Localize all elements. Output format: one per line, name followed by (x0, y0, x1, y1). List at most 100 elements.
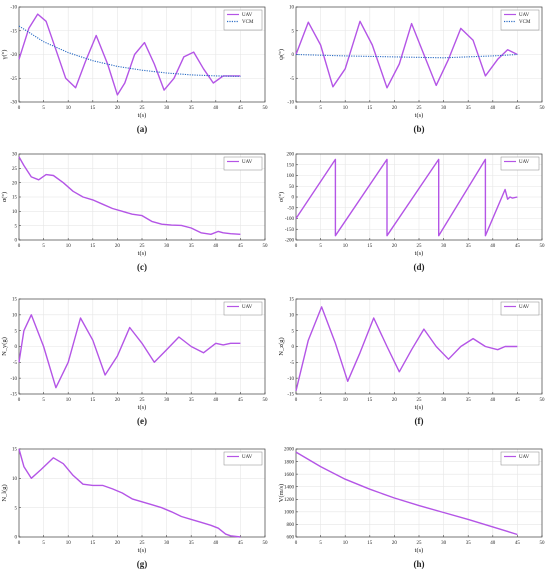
x-tick-label: 40 (490, 106, 496, 111)
y-tick-label: -5 (13, 361, 18, 366)
y-tick-label: -5 (290, 77, 295, 82)
panel-caption: (b) (414, 124, 425, 134)
y-tick-label: -100 (285, 217, 295, 222)
x-tick-label: 15 (90, 398, 96, 403)
x-tick-label: 20 (392, 106, 398, 111)
y-tick-label: 0 (15, 239, 18, 244)
x-tick-label: 45 (238, 106, 244, 111)
x-tick-label: 10 (343, 398, 349, 403)
y-tick-label: 600 (287, 536, 295, 541)
x-tick-label: 35 (189, 398, 195, 403)
legend-box (223, 156, 263, 171)
series-line-uav (18, 13, 241, 96)
x-tick-label: 0 (295, 244, 298, 249)
x-tick-label: 10 (66, 398, 72, 403)
series-line-uav (295, 306, 518, 391)
legend-entry: UAV (242, 305, 253, 310)
x-tick-label: 30 (164, 106, 170, 111)
x-tick-label: 5 (42, 398, 45, 403)
x-tick-label: 45 (238, 244, 244, 249)
x-tick-label: 15 (90, 106, 96, 111)
y-tick-label: 0 (15, 345, 18, 350)
x-tick-label: 10 (343, 541, 349, 546)
x-tick-label: 25 (140, 106, 146, 111)
series-line-uav (18, 314, 241, 389)
x-tick-label: 30 (164, 244, 170, 249)
x-tick-label: 20 (115, 541, 121, 546)
x-tick-label: 25 (417, 106, 423, 111)
x-axis-label: t(s) (415, 112, 424, 119)
x-tick-label: 40 (490, 541, 496, 546)
x-tick-label: 20 (115, 244, 121, 249)
x-tick-label: 40 (213, 106, 219, 111)
y-tick-label: -25 (10, 77, 17, 82)
x-tick-label: 45 (238, 398, 244, 403)
y-tick-label: -20 (10, 53, 17, 58)
y-tick-label: -50 (287, 206, 294, 211)
x-tick-label: 5 (42, 106, 45, 111)
x-tick-label: 20 (392, 398, 398, 403)
y-tick-label: 20 (12, 181, 18, 186)
x-tick-label: 20 (115, 398, 121, 403)
x-tick-label: 25 (140, 541, 146, 546)
y-tick-label: -15 (10, 29, 17, 34)
x-tick-label: 45 (515, 244, 521, 249)
panel-caption: (f) (415, 416, 424, 426)
legend-entry: UAV (242, 455, 253, 460)
y-tick-label: 15 (12, 448, 18, 453)
x-tick-label: 0 (295, 541, 298, 546)
x-tick-label: 35 (466, 244, 472, 249)
series-line-uav (295, 20, 518, 89)
legend-box (500, 301, 540, 316)
y-axis-label: N_z(g) (278, 337, 285, 355)
y-tick-label: 5 (15, 506, 18, 511)
x-tick-label: 45 (238, 541, 244, 546)
x-tick-label: 0 (18, 106, 21, 111)
x-tick-label: 50 (263, 244, 269, 249)
x-tick-label: 15 (90, 541, 96, 546)
chart-panel-a: 0 5 10 15 20 25 30 35 40 45 50 -30 -25 -20 -15 -10 t(s) γ… (1, 6, 268, 134)
x-tick-label: 20 (392, 244, 398, 249)
y-tick-label: -15 (10, 393, 17, 398)
x-tick-label: 45 (515, 398, 521, 403)
panel-caption: (g) (137, 559, 148, 569)
x-tick-label: 45 (515, 541, 521, 546)
y-tick-label: 2000 (284, 448, 295, 453)
y-tick-label: 10 (289, 314, 295, 319)
x-tick-label: 25 (417, 244, 423, 249)
y-axis-label: ψ(°) (278, 49, 285, 60)
panel-caption: (c) (137, 262, 147, 272)
x-tick-label: 30 (164, 541, 170, 546)
y-tick-label: 10 (12, 210, 18, 215)
legend-entry: UAV (242, 160, 253, 165)
series-line-uav (18, 448, 241, 538)
series-line-uav (18, 156, 241, 236)
x-tick-label: 5 (319, 106, 322, 111)
x-tick-label: 10 (343, 244, 349, 249)
y-tick-label: 0 (15, 536, 18, 541)
y-tick-label: -30 (10, 101, 17, 106)
y-tick-label: 800 (287, 523, 295, 528)
y-tick-label: 5 (292, 329, 295, 334)
y-axis-label: α(°) (1, 192, 8, 202)
x-tick-label: 40 (490, 244, 496, 249)
y-tick-label: -200 (285, 239, 295, 244)
x-tick-label: 50 (540, 244, 546, 249)
x-tick-label: 30 (164, 398, 170, 403)
series-line-vcm (295, 53, 518, 59)
y-tick-label: -5 (290, 361, 295, 366)
x-tick-label: 30 (441, 398, 447, 403)
y-tick-label: 100 (287, 174, 295, 179)
y-tick-label: 5 (15, 224, 18, 229)
x-tick-label: 5 (42, 244, 45, 249)
x-axis-label: t(s) (138, 112, 147, 119)
y-tick-label: 1600 (284, 473, 295, 478)
y-axis-label: σ(°) (278, 192, 285, 202)
y-tick-label: 200 (287, 153, 295, 158)
x-tick-label: 5 (319, 541, 322, 546)
panel-caption: (d) (414, 262, 425, 272)
x-axis-label: t(s) (138, 250, 147, 257)
x-tick-label: 0 (295, 398, 298, 403)
x-tick-label: 50 (263, 106, 269, 111)
y-tick-label: 10 (12, 314, 18, 319)
